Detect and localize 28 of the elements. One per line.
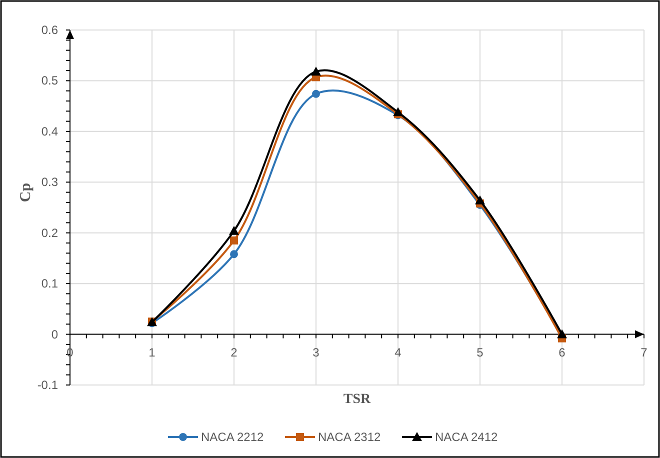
point (393, 107, 403, 116)
point (229, 226, 239, 235)
point (230, 250, 238, 258)
point (557, 329, 567, 338)
y-tick-label: -0.1 (37, 378, 58, 392)
y-tick-label: 0 (51, 327, 58, 342)
y-tick-label: 0.5 (41, 74, 58, 88)
y-tick-label: 0.4 (41, 124, 58, 138)
x-tick-label: 5 (476, 345, 484, 360)
x-tick-label: 2 (230, 345, 238, 360)
y-axis-title: Cp (18, 182, 34, 202)
x-tick-label: 1 (148, 345, 156, 360)
legend-label: NACA 2412 (435, 430, 498, 444)
y-tick-label: 0.6 (41, 23, 58, 37)
y-tick-label: 0.2 (41, 226, 58, 240)
y-tick-label: 0.1 (41, 276, 58, 291)
x-tick-label: 3 (312, 345, 320, 360)
point (475, 195, 485, 204)
legend-label: NACA 2312 (318, 430, 382, 444)
x-tick-label: 4 (394, 345, 402, 360)
y-tick-label: 0.3 (41, 175, 58, 190)
x-tick-label: 7 (640, 345, 648, 360)
legend-label: NACA 2212 (201, 430, 264, 444)
point (230, 236, 238, 244)
point (312, 90, 320, 98)
x-axis-title: TSR (343, 392, 372, 407)
x-tick-label: 6 (558, 345, 566, 360)
point (311, 66, 321, 76)
